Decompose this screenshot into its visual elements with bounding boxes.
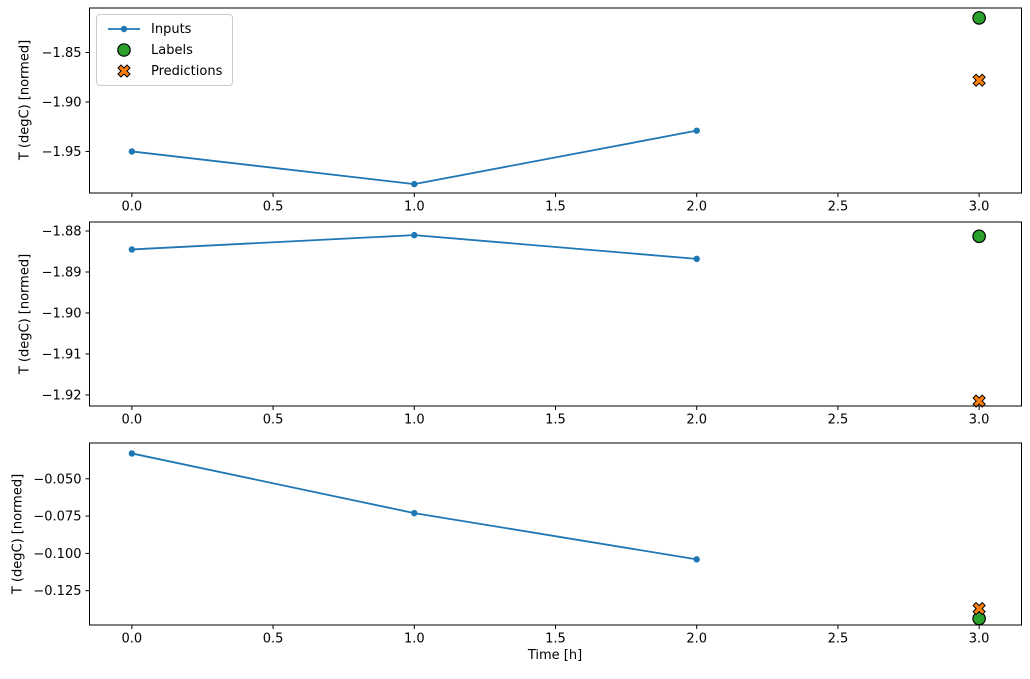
y-axis-label-subplot-1: T (degC) [normed] <box>17 39 33 161</box>
legend: Inputs Labels Predictions <box>96 14 234 86</box>
y-axis-label-subplot-2: T (degC) [normed] <box>17 253 33 375</box>
labels-marker <box>972 11 986 25</box>
predictions-x-icon <box>117 64 131 78</box>
x-tick-label: 2.0 <box>686 200 707 215</box>
y-tick-label: −1.89 <box>42 265 82 280</box>
x-tick-label: 3.0 <box>969 413 990 428</box>
inputs-dot-sample <box>120 25 128 33</box>
legend-label-inputs: Inputs <box>151 21 192 37</box>
y-tick-label: −1.92 <box>42 388 82 403</box>
inputs-point-marker <box>693 255 700 263</box>
x-axis-label: Time [h] <box>527 648 583 663</box>
x-tick-label: 1.0 <box>404 200 425 215</box>
y-tick-label: −1.85 <box>42 46 82 61</box>
x-tick-label: 0.0 <box>122 632 143 647</box>
inputs-line-dot-icon <box>108 25 140 33</box>
subplot-2: −1.88 −1.89 −1.90 −1.91 −1.92 0.0 0.5 1.0 1.5 2.0… <box>42 221 1022 428</box>
inputs-point-marker <box>411 180 418 188</box>
inputs-line <box>131 129 697 185</box>
inputs-point-marker <box>693 556 700 563</box>
x-tick-label: 3.0 <box>969 200 990 215</box>
x-tick-label: 1.5 <box>545 413 566 428</box>
legend-item-predictions: Predictions <box>106 62 222 80</box>
x-tick-label: 2.5 <box>828 413 849 428</box>
legend-item-inputs: Inputs <box>106 20 222 38</box>
labels-circle-icon <box>117 43 131 57</box>
x-tick-label: 1.5 <box>545 632 566 647</box>
x-tick-label: 0.0 <box>122 200 143 215</box>
legend-label-predictions: Predictions <box>151 63 223 79</box>
y-tick-label: −1.90 <box>42 306 82 321</box>
inputs-point-marker <box>128 148 136 155</box>
x-tick-label: 1.5 <box>545 200 566 215</box>
y-tick-label: −0.050 <box>33 472 81 487</box>
x-tick-label: 0.5 <box>263 632 284 647</box>
subplot-1: −1.85 −1.90 −1.95 0.0 0.5 1.0 1.5 2.0 2.5 3.0 <box>42 7 1022 215</box>
inputs-point-marker <box>128 246 136 253</box>
y-tick-label: −1.90 <box>42 95 82 110</box>
predictions-marker <box>972 601 986 616</box>
axes-frame <box>89 442 1022 626</box>
legend-item-labels: Labels <box>106 41 222 59</box>
x-tick-label: 2.0 <box>686 632 707 647</box>
inputs-point-marker <box>411 509 418 517</box>
y-tick-label: −0.100 <box>33 547 81 562</box>
x-tick-label: 1.0 <box>404 632 425 647</box>
y-tick-label: −1.88 <box>42 225 82 240</box>
x-tick-label: 2.0 <box>686 413 707 428</box>
y-tick-label: −0.075 <box>33 510 81 525</box>
inputs-line <box>131 452 697 561</box>
labels-circle-sample <box>117 43 131 57</box>
y-axis-label-subplot-3: T (degC) [normed] <box>10 473 26 595</box>
x-tick-label: 2.5 <box>828 632 849 647</box>
x-tick-label: 2.5 <box>828 200 849 215</box>
axes-frame <box>89 221 1022 407</box>
inputs-point-marker <box>411 231 418 239</box>
labels-marker <box>972 611 986 626</box>
inputs-point-marker <box>128 450 136 457</box>
x-tick-label: 3.0 <box>969 632 990 647</box>
predictions-marker <box>972 394 986 408</box>
inputs-point-marker <box>693 127 700 134</box>
x-tick-label: 0.5 <box>263 200 284 215</box>
y-tick-label: −0.125 <box>33 584 81 599</box>
y-tick-label: −1.95 <box>42 145 82 160</box>
labels-marker <box>972 229 986 244</box>
subplot-3: −0.050 −0.075 −0.100 −0.125 0.0 0.5 1.0 1.5 2.0 2… <box>33 442 1022 647</box>
axes-frame <box>89 7 1022 194</box>
x-tick-label: 0.0 <box>122 413 143 428</box>
x-tick-label: 1.0 <box>404 413 425 428</box>
y-tick-label: −1.91 <box>42 347 82 362</box>
inputs-line <box>131 234 697 260</box>
predictions-marker <box>972 73 986 87</box>
legend-label-labels: Labels <box>151 42 193 58</box>
x-tick-label: 0.5 <box>263 413 284 428</box>
predictions-x-sample <box>117 64 131 78</box>
